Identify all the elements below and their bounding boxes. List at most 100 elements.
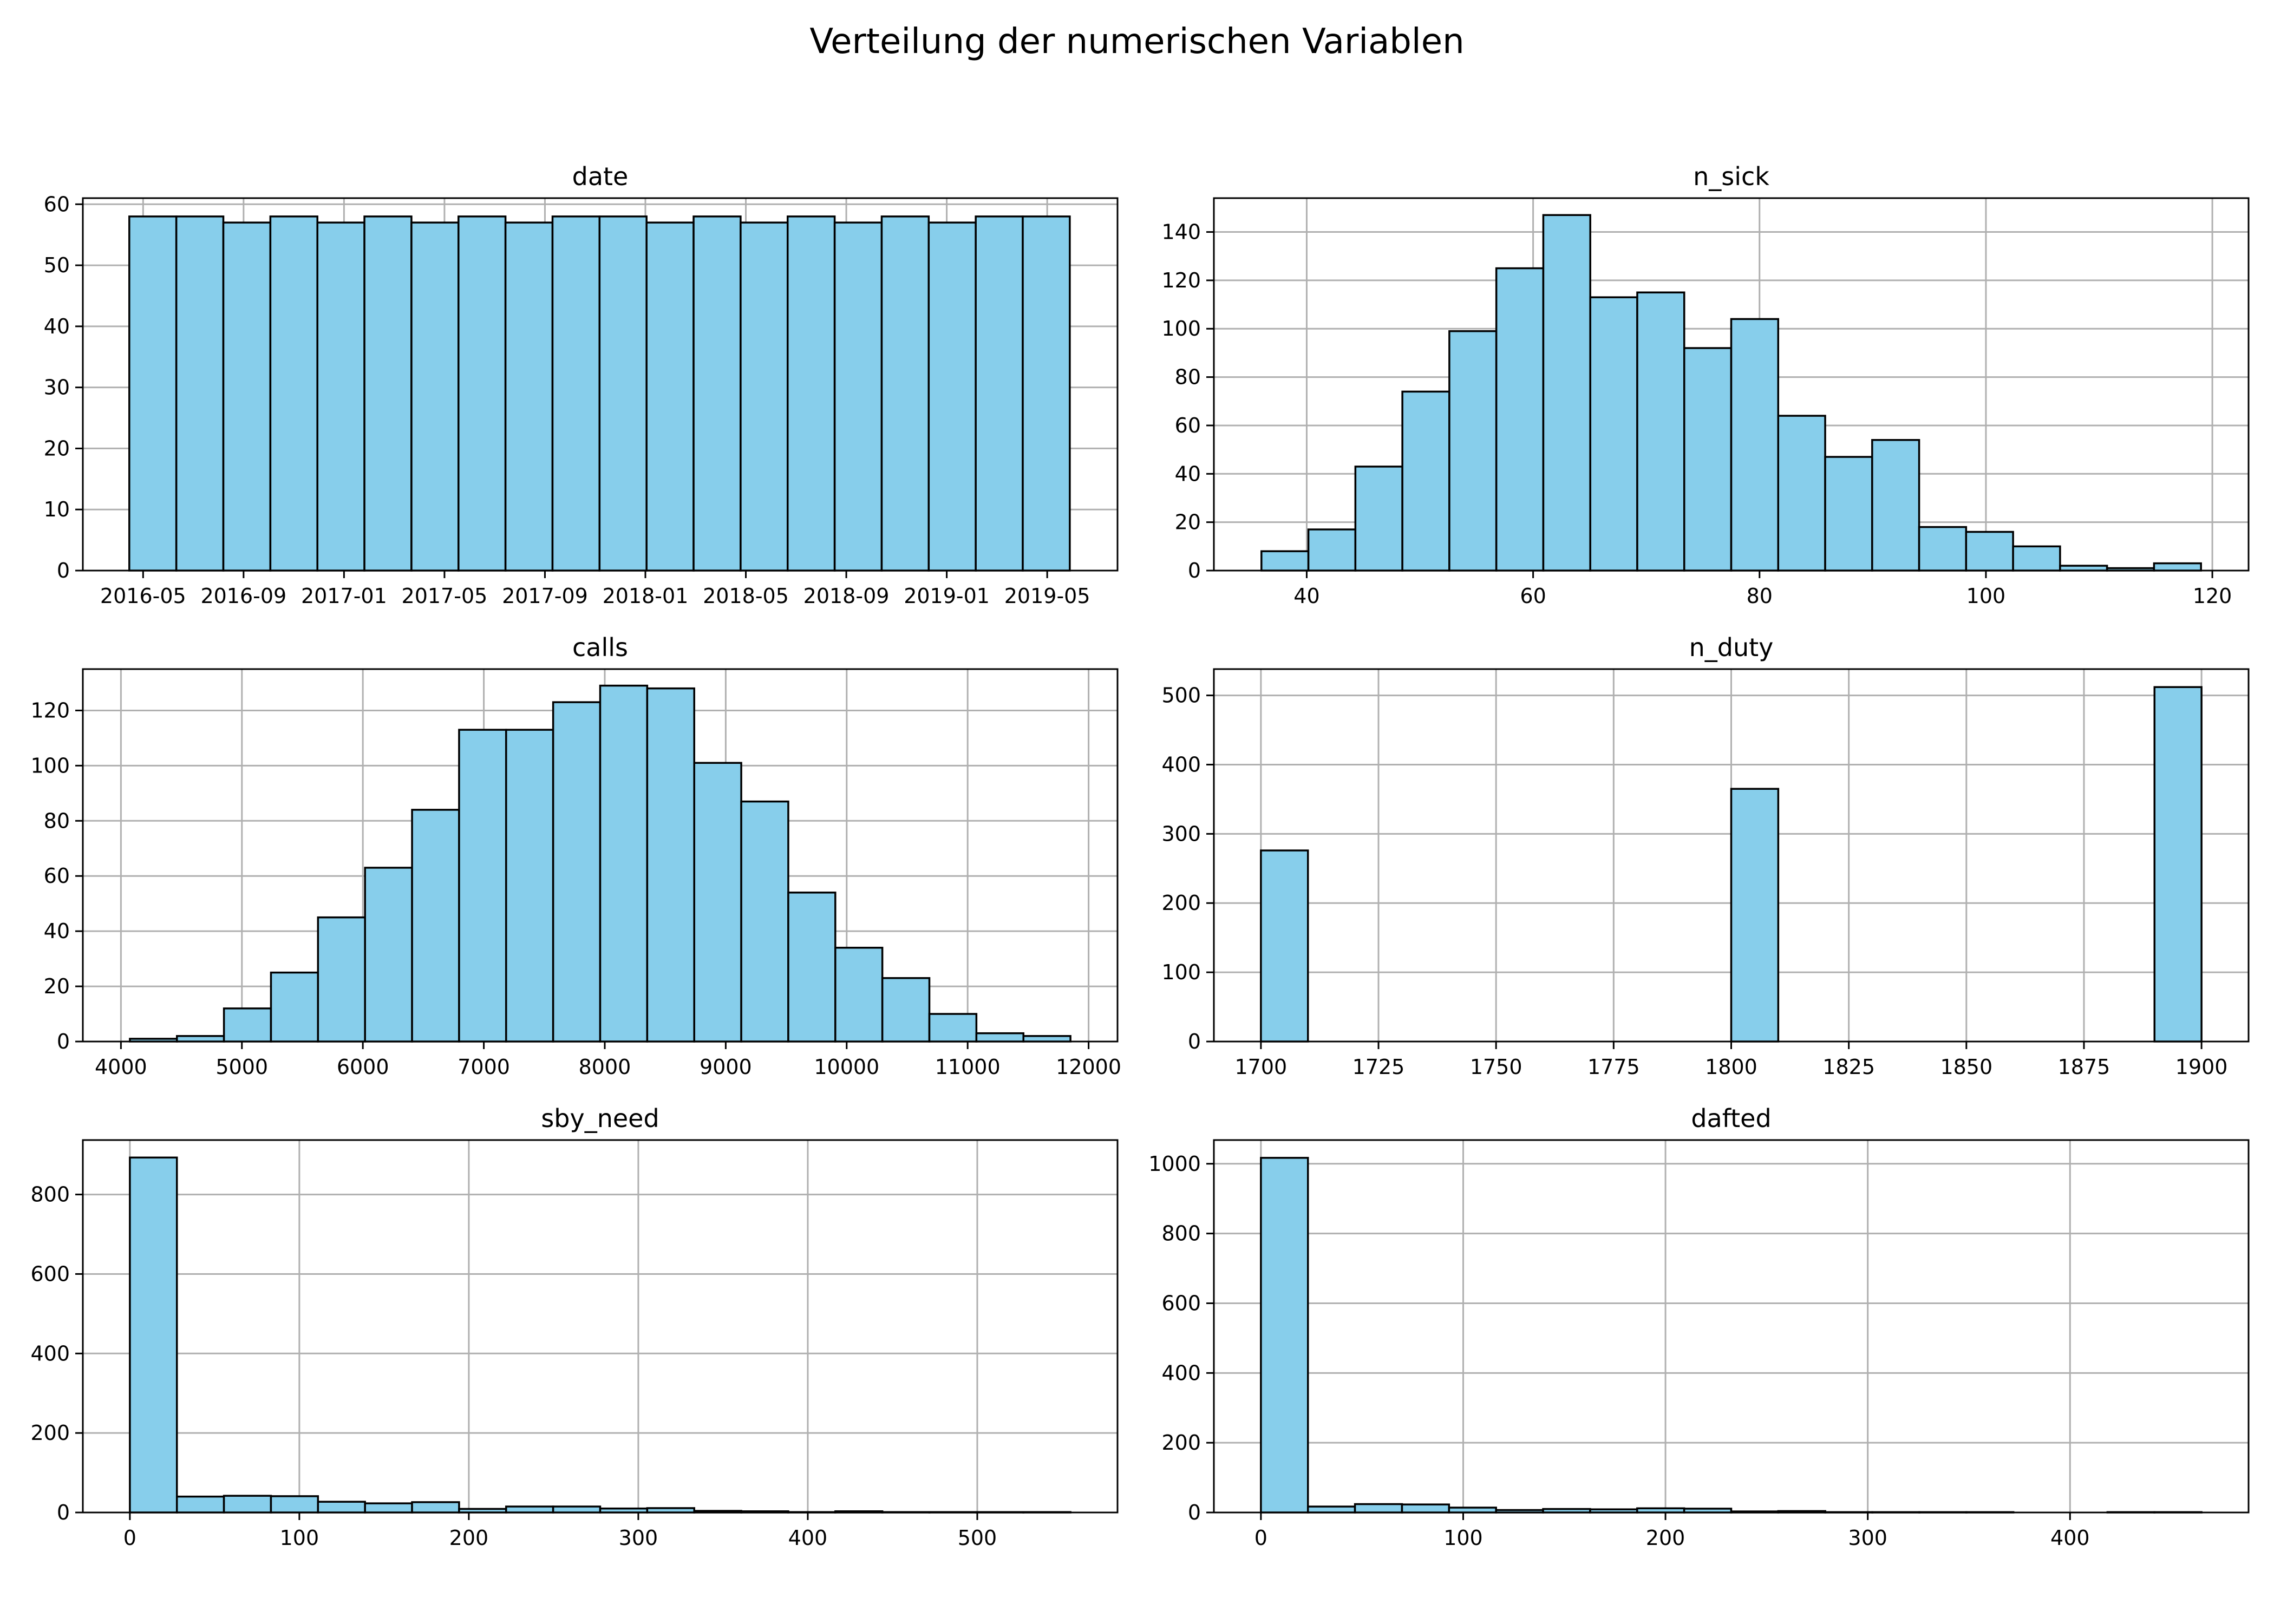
histogram-bar [316, 221, 365, 572]
histogram-bar [505, 1505, 554, 1514]
histogram-bar [269, 215, 318, 572]
y-tick-label: 100 [1161, 960, 1201, 984]
y-tick-label: 100 [30, 754, 70, 777]
x-tick-label: 4000 [95, 1055, 147, 1079]
x-tick-label: 40 [1293, 584, 1319, 608]
histogram-bar [787, 892, 837, 1043]
panel-title-n-sick: n_sick [1693, 162, 1769, 191]
y-tick-label: 200 [1161, 891, 1201, 915]
histogram-bar [1730, 788, 1780, 1043]
x-tick-label: 2016-05 [100, 584, 186, 608]
histogram-bar [1260, 550, 1310, 572]
histogram-bar [411, 809, 460, 1043]
histogram-bar [975, 215, 1024, 572]
histogram-bar [1777, 415, 1826, 572]
y-tick-label: 120 [30, 698, 70, 722]
y-tick-label: 40 [44, 919, 70, 943]
histogram-bar [1730, 318, 1780, 572]
histogram-bar [1965, 531, 2014, 572]
histogram-bar [175, 215, 225, 572]
x-tick-label: 1850 [1940, 1055, 1992, 1079]
y-tick-label: 20 [44, 436, 70, 460]
y-tick-label: 0 [1188, 559, 1201, 582]
histogram-bar [552, 701, 602, 1043]
x-tick-label: 1700 [1235, 1055, 1288, 1079]
histogram-bar [693, 762, 742, 1043]
histogram-bar [129, 1156, 178, 1514]
histogram-bar [834, 946, 884, 1043]
y-tick-label: 400 [30, 1341, 70, 1365]
x-tick-label: 0 [123, 1526, 136, 1550]
x-tick-label: 12000 [1056, 1055, 1121, 1079]
histogram-bar [740, 221, 789, 572]
y-tick-label: 0 [57, 559, 70, 582]
x-tick-label: 2019-05 [1004, 584, 1090, 608]
histogram-bar [1354, 466, 1403, 572]
histogram-bar [1401, 1503, 1450, 1514]
axes-frame [82, 1139, 1119, 1514]
bars [129, 1156, 1071, 1514]
x-tick-label: 7000 [458, 1055, 510, 1079]
x-tick-label: 0 [1254, 1526, 1267, 1550]
x-tick-label: 9000 [700, 1055, 752, 1079]
histogram-bar [222, 221, 272, 572]
y-tick-label: 80 [1175, 365, 1201, 389]
x-tick-label: 100 [1443, 1526, 1483, 1550]
x-tick-label: 2017-05 [402, 584, 488, 608]
y-tick-label: 0 [57, 1030, 70, 1053]
bars [1260, 214, 2202, 572]
histogram-bar [599, 684, 649, 1043]
y-tick-label: 800 [30, 1183, 70, 1207]
histogram-bar [504, 221, 554, 572]
y-tick-label: 200 [30, 1421, 70, 1445]
panel-calls: 4000 5000 6000 7000 8000 9000 10000 11000 12000 0… [30, 633, 1121, 1079]
histogram-bar [645, 221, 695, 572]
y-tick-label: 800 [1161, 1222, 1201, 1246]
y-tick-label: 140 [1161, 220, 1201, 244]
histogram-bar [598, 215, 648, 572]
x-tick-label: 6000 [337, 1055, 389, 1079]
histogram-bar [270, 1495, 319, 1514]
y-tick-label: 10 [44, 497, 70, 521]
y-tick-label: 80 [44, 809, 70, 833]
x-tick-label: 200 [449, 1526, 489, 1550]
histogram-bar [787, 215, 836, 572]
histogram-bar [176, 1035, 225, 1043]
x-tick-label: 400 [788, 1526, 828, 1550]
histogram-bar [1918, 526, 1968, 572]
y-tick-label: 0 [57, 1501, 70, 1524]
histogram-bar [2012, 545, 2061, 572]
histogram-bar [1448, 330, 1498, 572]
histogram-bar [552, 1505, 602, 1514]
histogram-bar [1022, 215, 1071, 572]
x-tick-label: 2016-09 [200, 584, 286, 608]
y-tick-label: 400 [1161, 1361, 1201, 1385]
histogram-bar [1871, 439, 1920, 572]
histogram-bar [1306, 1505, 1356, 1514]
figure-title: Verteilung der numerischen Variablen [809, 22, 1465, 62]
axes-frame [1213, 1139, 2250, 1514]
histogram-bar [740, 800, 789, 1043]
y-tick-label: 30 [44, 376, 70, 400]
y-tick-label: 300 [1161, 822, 1201, 846]
axes-frame [82, 668, 1119, 1043]
panel-n-sick: 40 60 80 100 120 0 20 40 60 80 100 120 140 n_sick [1161, 162, 2250, 608]
histogram-bar [975, 1032, 1024, 1043]
grid-lines [1214, 1140, 2249, 1514]
panel-title-sby-need: sby_need [541, 1104, 659, 1133]
x-tick-label: 1725 [1352, 1055, 1405, 1079]
histogram-bar [1022, 1035, 1071, 1043]
axes-frame [1213, 197, 2250, 572]
histogram-bar [1636, 291, 1685, 572]
y-tick-label: 600 [30, 1262, 70, 1286]
panel-dafted: 0 100 200 300 400 0 200 400 600 800 1000 dafted [1148, 1104, 2250, 1550]
histogram-bar [410, 221, 460, 572]
panel-title-date: date [572, 162, 629, 191]
x-tick-label: 8000 [579, 1055, 631, 1079]
histogram-bar [458, 215, 507, 572]
histogram-bar [2153, 562, 2202, 572]
grid-lines [83, 1140, 1118, 1514]
y-tick-label: 50 [44, 253, 70, 277]
histogram-bar [175, 1495, 225, 1514]
